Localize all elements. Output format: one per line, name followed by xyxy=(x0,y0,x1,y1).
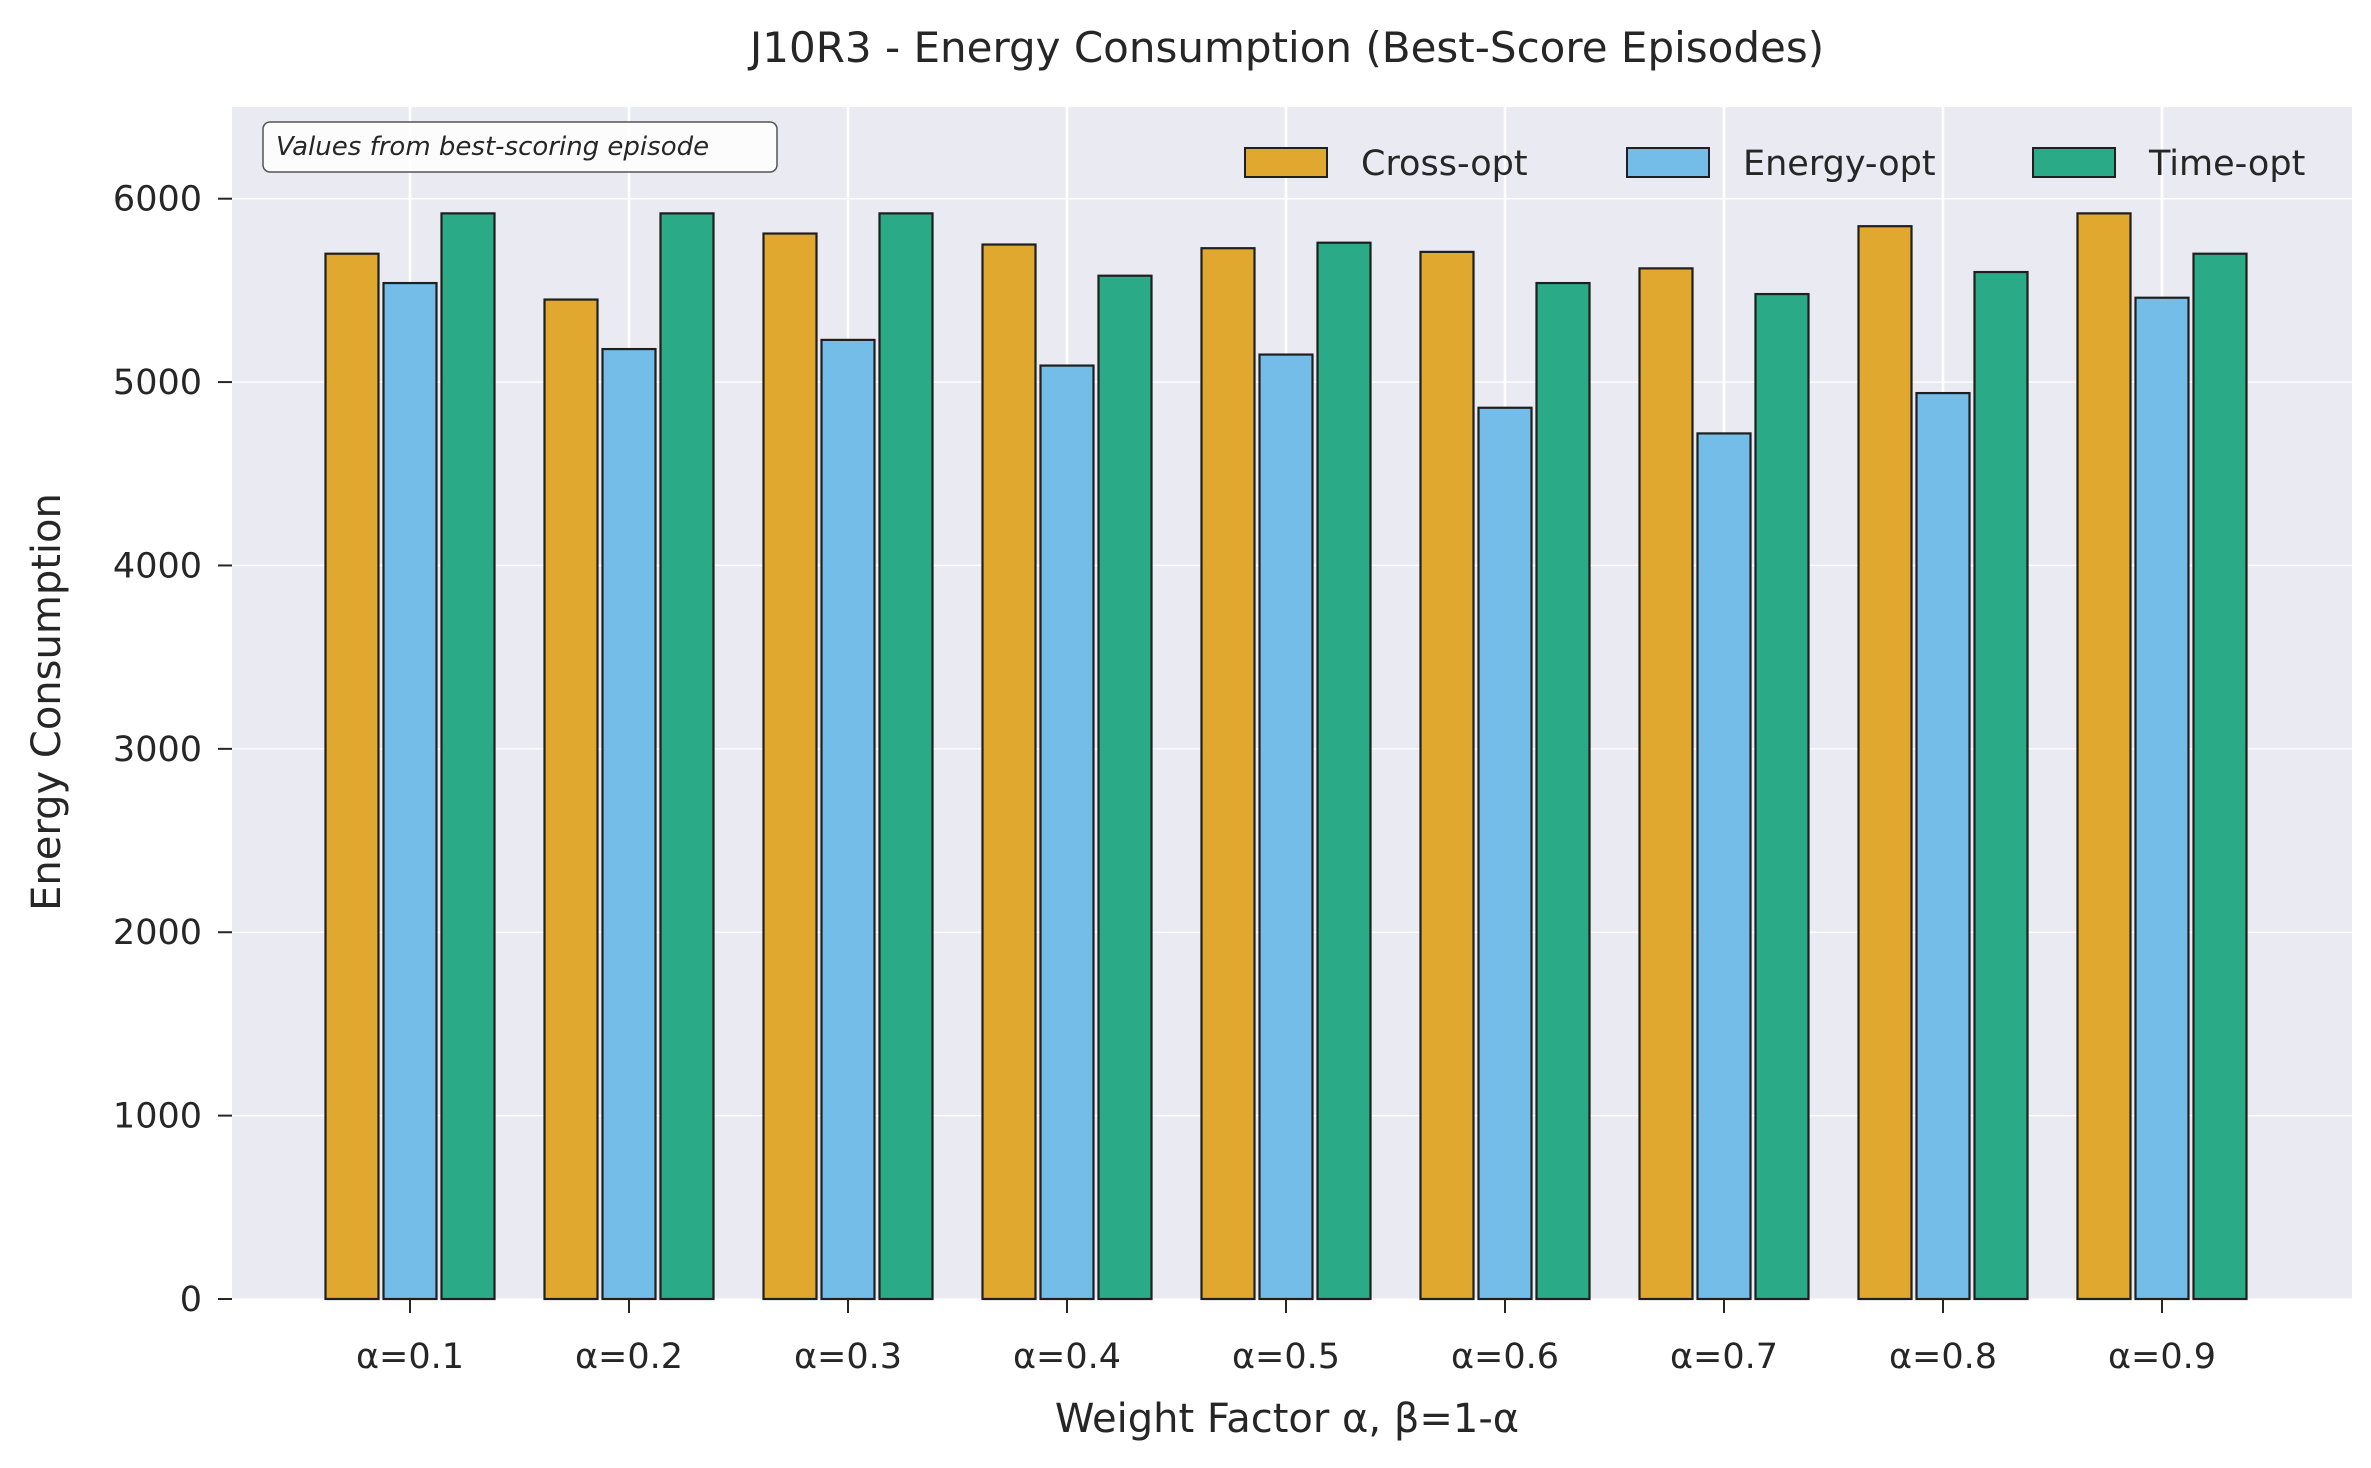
x-tick-label: α=0.5 xyxy=(1232,1337,1340,1377)
bar-energy-opt xyxy=(2134,296,2190,1301)
legend-label-time-opt: Time-opt xyxy=(2148,144,2305,184)
x-axis-label: Weight Factor α, β=1-α xyxy=(1055,1396,1519,1442)
x-axis-ticks: α=0.1 α=0.2 α=0.3 α=0.4 α=0.5 α=0.6 α=0.7 α=0.8… xyxy=(356,1299,2216,1377)
bar-time-opt xyxy=(440,212,496,1301)
annotation-frame xyxy=(262,121,778,173)
bar-cross-opt xyxy=(2076,212,2132,1301)
bar-cross-opt xyxy=(543,298,599,1301)
bar-cross-opt xyxy=(1200,247,1256,1301)
y-tick-label: 5000 xyxy=(113,363,202,403)
bar-energy-opt xyxy=(820,338,876,1301)
legend-swatch-cross-opt xyxy=(1244,147,1328,178)
legend-swatch-energy-opt xyxy=(1626,147,1710,178)
bar-energy-opt xyxy=(382,281,438,1301)
bar-cross-opt xyxy=(324,252,380,1301)
bar-time-opt xyxy=(2192,252,2248,1301)
bar-time-opt xyxy=(659,212,715,1301)
y-tick-label: 2000 xyxy=(113,913,202,953)
chart-title: J10R3 - Energy Consumption (Best-Score E… xyxy=(747,23,1824,72)
x-tick-label: α=0.9 xyxy=(2108,1337,2216,1377)
bars xyxy=(324,212,2248,1301)
bar-energy-opt xyxy=(1039,364,1095,1301)
x-tick-label: α=0.3 xyxy=(794,1337,902,1377)
bar-time-opt xyxy=(1097,274,1153,1301)
bar-cross-opt xyxy=(762,232,818,1301)
bar-energy-opt xyxy=(1915,391,1971,1301)
y-tick-label: 3000 xyxy=(113,730,202,770)
bar-cross-opt xyxy=(1419,250,1475,1301)
bar-energy-opt xyxy=(1696,432,1752,1301)
y-tick-label: 1000 xyxy=(113,1097,202,1137)
x-tick-label: α=0.1 xyxy=(356,1337,464,1377)
legend-label-cross-opt: Cross-opt xyxy=(1361,144,1528,184)
bar-time-opt xyxy=(1754,292,1810,1301)
bar-cross-opt xyxy=(981,243,1037,1301)
bar-time-opt xyxy=(1535,281,1591,1301)
legend-label-energy-opt: Energy-opt xyxy=(1743,144,1936,184)
y-axis-label: Energy Consumption xyxy=(24,493,70,911)
bar-energy-opt xyxy=(601,347,657,1301)
x-tick-label: α=0.7 xyxy=(1670,1337,1778,1377)
x-tick-label: α=0.6 xyxy=(1451,1337,1559,1377)
y-axis-ticks: 0 1000 2000 3000 4000 5000 6000 xyxy=(113,180,232,1320)
y-tick-label: 0 xyxy=(180,1280,202,1320)
legend: Cross-opt Energy-opt Time-opt xyxy=(1244,144,2305,184)
x-tick-label: α=0.4 xyxy=(1013,1337,1121,1377)
annotation-box: Values from best-scoring episode xyxy=(262,121,778,173)
legend-swatch-time-opt xyxy=(2032,147,2116,178)
bar-energy-opt xyxy=(1477,406,1533,1301)
y-tick-label: 4000 xyxy=(113,546,202,586)
bar-cross-opt xyxy=(1857,225,1913,1301)
bar-energy-opt xyxy=(1258,353,1314,1301)
annotation-text: Values from best-scoring episode xyxy=(276,132,709,162)
bar-time-opt xyxy=(878,212,934,1301)
x-tick-label: α=0.8 xyxy=(1889,1337,1997,1377)
y-tick-label: 6000 xyxy=(113,180,202,220)
bar-time-opt xyxy=(1973,270,2029,1301)
x-tick-label: α=0.2 xyxy=(575,1337,683,1377)
bar-cross-opt xyxy=(1638,267,1694,1301)
bar-time-opt xyxy=(1316,241,1372,1301)
